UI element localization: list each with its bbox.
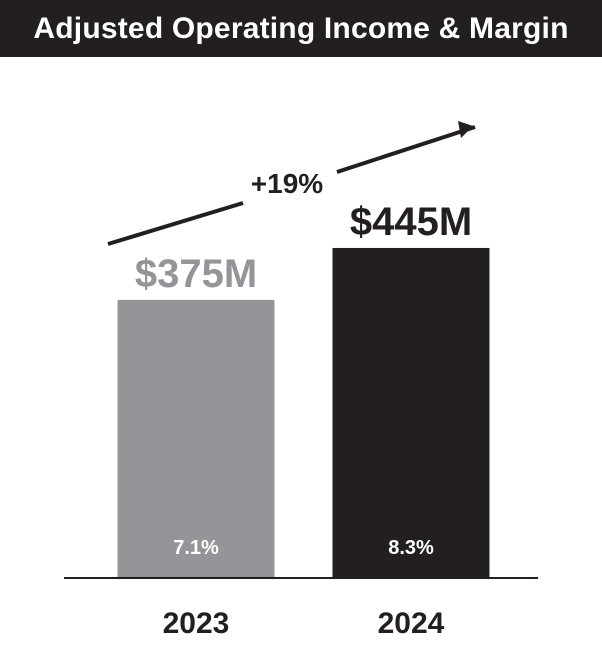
margin-label-2024: 8.3%: [388, 537, 434, 559]
chart-title: Adjusted Operating Income & Margin: [33, 11, 569, 45]
growth-label: +19%: [251, 168, 323, 199]
bar-2023: [117, 299, 275, 578]
chart-title-bar: Adjusted Operating Income & Margin: [0, 0, 602, 57]
growth-arrow-head: [458, 121, 473, 138]
x-tick-label-2023: 2023: [163, 607, 230, 640]
x-tick-label-2024: 2024: [378, 607, 445, 640]
margin-label-2023: 7.1%: [173, 537, 219, 559]
value-label-2024: $445M: [350, 200, 472, 244]
value-label-2023: $375M: [135, 252, 257, 296]
growth-arrow-line: [107, 125, 476, 246]
bar-2024: [332, 247, 490, 579]
